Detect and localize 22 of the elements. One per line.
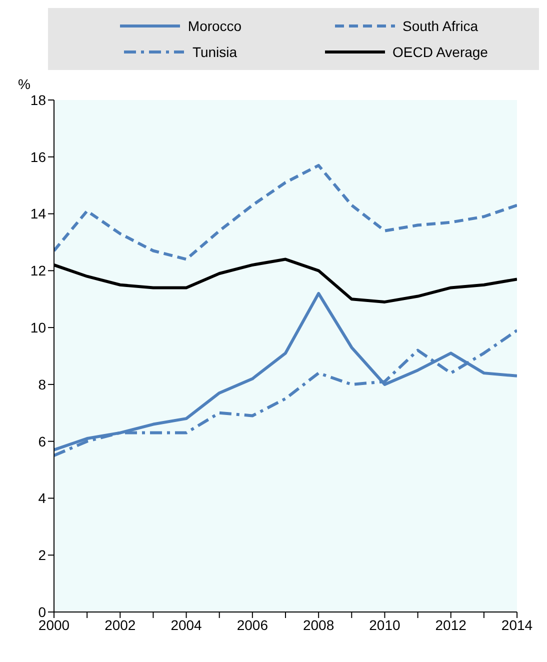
x-tick-label: 2014 <box>501 616 533 633</box>
y-tick-label: 8 <box>38 376 46 392</box>
y-tick-label: 10 <box>30 320 46 336</box>
x-tick-label: 2004 <box>170 616 202 633</box>
y-tick-label: 12 <box>30 262 46 279</box>
y-axis-title: % <box>18 76 32 92</box>
x-tick-label: 2010 <box>369 616 400 633</box>
legend-label: OECD Average <box>392 44 488 60</box>
x-tick-label: 2008 <box>302 616 334 633</box>
legend-label: Tunisia <box>192 44 238 60</box>
y-tick-label: 4 <box>38 490 46 506</box>
y-tick-label: 18 <box>30 92 46 108</box>
y-tick-label: 6 <box>38 433 46 450</box>
y-tick-label: 16 <box>30 148 46 165</box>
y-tick-label: 2 <box>38 547 46 564</box>
y-tick-label: 14 <box>30 206 46 222</box>
legend-label: Morocco <box>188 18 242 34</box>
line-series <box>54 164 517 261</box>
x-tick-label: 2006 <box>236 616 268 633</box>
x-tick-label: 2012 <box>435 616 467 633</box>
x-tick-label: 2002 <box>104 616 136 633</box>
legend-label: South Africa <box>402 18 478 34</box>
